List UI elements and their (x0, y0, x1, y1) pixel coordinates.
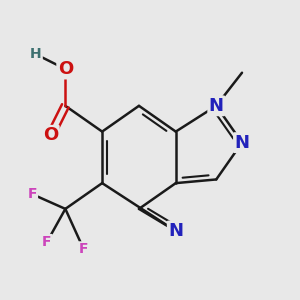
Text: N: N (209, 97, 224, 115)
Text: N: N (168, 222, 183, 240)
Text: F: F (79, 242, 88, 256)
Text: H: H (30, 47, 42, 61)
Text: O: O (58, 60, 73, 78)
Text: O: O (43, 126, 58, 144)
Text: N: N (235, 134, 250, 152)
Text: F: F (28, 187, 37, 201)
Text: F: F (42, 235, 52, 249)
